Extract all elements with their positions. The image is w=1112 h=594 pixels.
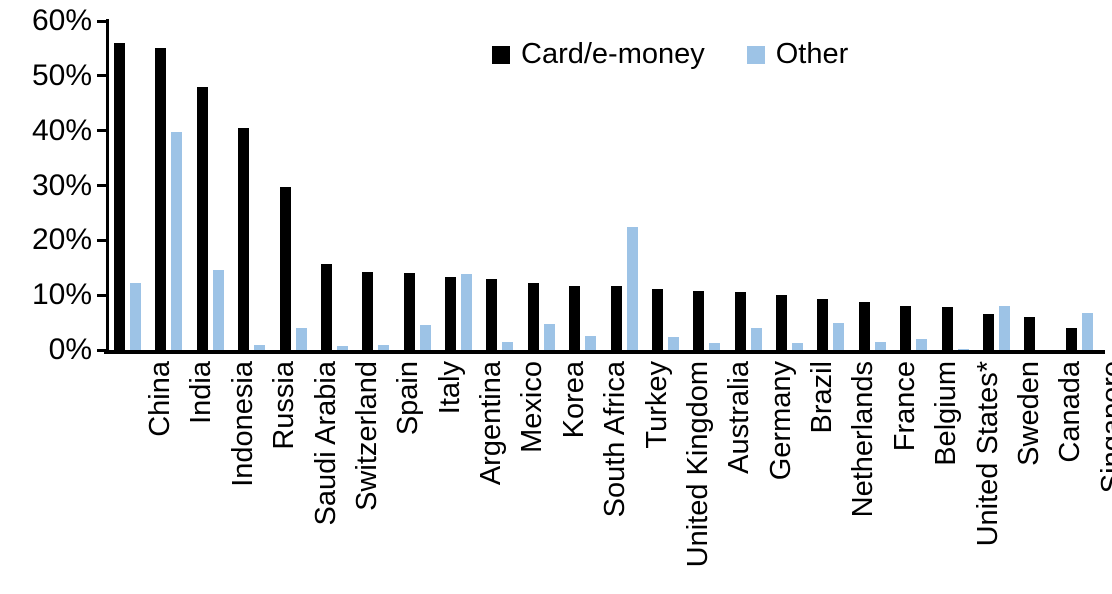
x-axis-label: Brazil	[806, 361, 838, 434]
bar-other	[171, 132, 183, 350]
x-axis-label: Sweden	[1012, 361, 1045, 466]
y-tick-label: 20%	[31, 223, 92, 257]
legend-swatch-other	[746, 45, 765, 64]
bar-card-e-money	[1024, 317, 1036, 350]
legend: Card/e-money Other	[492, 38, 848, 71]
bar-other	[212, 270, 224, 350]
x-axis-label: Belgium	[930, 361, 963, 466]
bar-card-e-money	[445, 277, 456, 350]
bar-other	[626, 227, 638, 350]
legend-label-other: Other	[775, 38, 849, 70]
x-axis-label: Australia	[723, 361, 756, 474]
y-tick-mark	[97, 74, 107, 78]
bar-other	[998, 306, 1010, 350]
bar-card-e-money	[610, 286, 622, 350]
bar-card-e-money	[734, 292, 746, 350]
bar-card-e-money	[320, 264, 332, 350]
bar-other	[254, 345, 266, 350]
bar-other	[336, 346, 348, 350]
y-tick-label: 40%	[31, 113, 92, 147]
bar-card-e-money	[941, 307, 953, 350]
bar-card-e-money	[279, 187, 291, 350]
x-axis-label: Argentina	[475, 361, 507, 486]
y-tick-mark	[97, 238, 107, 242]
y-tick-label: 50%	[31, 58, 92, 92]
x-axis-label: Saudi Arabia	[309, 361, 342, 526]
bar-other	[833, 323, 845, 350]
bar-card-e-money	[196, 87, 208, 350]
bar-card-e-money	[527, 283, 539, 350]
x-axis-label: United Kingdom	[681, 361, 714, 568]
y-tick-label: 0%	[48, 333, 92, 366]
bar-other	[461, 274, 472, 350]
y-tick-mark	[97, 348, 107, 352]
legend-swatch-card-e-money	[492, 45, 510, 64]
bar-card-e-money	[693, 291, 705, 350]
bar-card-e-money	[651, 289, 663, 350]
x-axis-label: Italy	[433, 361, 466, 415]
bar-other	[957, 349, 969, 350]
x-axis-label: Netherlands	[847, 361, 880, 518]
bar-other	[916, 339, 928, 350]
y-tick-label: 60%	[31, 4, 92, 37]
x-axis-label: France	[888, 361, 921, 452]
bar-card-e-money	[1065, 328, 1077, 350]
x-axis-label: Mexico	[516, 361, 549, 453]
y-tick-mark	[97, 293, 107, 297]
bar-other	[419, 325, 431, 350]
bar-card-e-money	[858, 302, 870, 350]
x-axis-label: Korea	[557, 361, 590, 439]
x-axis-label: Singapore	[1095, 361, 1112, 494]
bar-other	[295, 328, 307, 350]
plot-area	[112, 21, 1105, 350]
x-axis-label: United States*	[971, 361, 1004, 547]
bar-other	[585, 336, 597, 350]
bar-other	[502, 342, 514, 350]
bar-other	[750, 328, 762, 350]
bar-other	[667, 337, 679, 350]
bar-card-e-money	[114, 43, 125, 350]
bar-other	[874, 342, 886, 350]
bar-card-e-money	[486, 279, 498, 350]
x-axis-label: China	[144, 361, 176, 437]
y-axis-line	[106, 19, 109, 353]
bar-other	[378, 345, 390, 350]
y-tick-mark	[97, 184, 107, 187]
bar-other	[543, 324, 555, 350]
bar-other	[792, 343, 803, 350]
legend-label-card-e-money: Card/e-money	[521, 38, 705, 70]
bar-card-e-money	[900, 306, 912, 350]
bar-card-e-money	[362, 272, 374, 350]
y-tick-label: 30%	[31, 168, 92, 202]
y-tick-label: 10%	[31, 278, 92, 312]
bar-card-e-money	[982, 314, 994, 350]
x-axis-label: Turkey	[640, 361, 673, 449]
x-axis-label: Switzerland	[350, 361, 383, 511]
x-axis-label: India	[185, 361, 218, 424]
bar-card-e-money	[776, 295, 787, 350]
bar-card-e-money	[238, 128, 250, 350]
bar-card-e-money	[403, 273, 415, 350]
bar-card-e-money	[155, 48, 167, 350]
x-axis-label: Canada	[1054, 361, 1087, 463]
bar-other	[709, 343, 721, 350]
y-tick-mark	[97, 129, 107, 133]
y-tick-mark	[97, 19, 107, 23]
x-axis-label: Spain	[392, 361, 425, 436]
x-axis-label: South Africa	[599, 361, 632, 518]
x-axis-label: Indonesia	[226, 361, 259, 487]
bar-other	[1081, 313, 1093, 350]
x-axis-line	[104, 350, 1105, 354]
legend-item-card-e-money: Card/e-money	[492, 38, 705, 71]
bar-card-e-money	[569, 286, 581, 350]
bar-card-e-money	[817, 299, 829, 350]
bar-other	[130, 283, 141, 350]
legend-item-other: Other	[746, 38, 849, 71]
x-axis-label: Germany	[764, 361, 797, 481]
x-axis-label: Russia	[268, 361, 301, 450]
